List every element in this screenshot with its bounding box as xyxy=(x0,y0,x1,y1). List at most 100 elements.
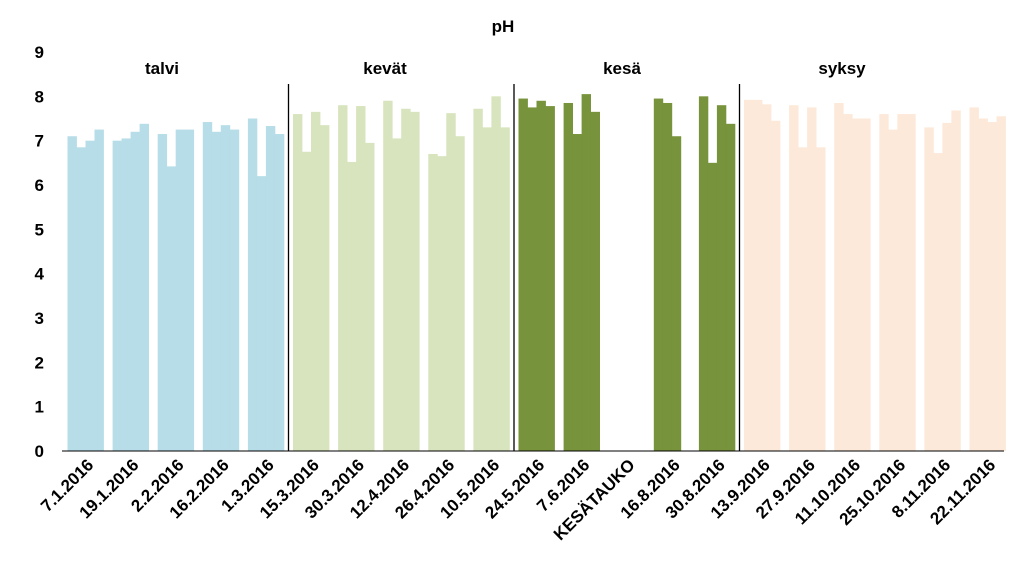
bar xyxy=(482,127,492,452)
bar xyxy=(725,123,736,451)
bar xyxy=(184,129,195,451)
bar xyxy=(410,111,420,451)
bar xyxy=(662,102,673,451)
bar xyxy=(446,113,456,452)
bar xyxy=(888,129,898,451)
bar xyxy=(293,114,303,451)
bar xyxy=(265,126,276,451)
bar xyxy=(707,162,718,451)
bar xyxy=(211,131,222,452)
bar xyxy=(428,153,438,451)
y-tick-label: 4 xyxy=(35,265,45,284)
bar xyxy=(320,125,330,452)
bar xyxy=(247,118,258,451)
season-label-kesa: kesä xyxy=(603,59,641,78)
bar xyxy=(969,107,979,452)
bar xyxy=(834,102,844,451)
bar xyxy=(698,96,709,451)
bar xyxy=(229,129,240,451)
bar xyxy=(536,100,546,452)
bar xyxy=(166,166,177,451)
bar xyxy=(942,122,952,452)
bar xyxy=(202,122,213,452)
bar xyxy=(987,122,997,452)
bar xyxy=(139,123,149,451)
bar xyxy=(527,107,537,452)
bar xyxy=(76,147,86,451)
bar xyxy=(789,105,799,451)
bar xyxy=(112,140,122,452)
bar xyxy=(861,118,871,451)
y-tick-label: 8 xyxy=(35,87,44,106)
bar xyxy=(347,161,357,451)
bar xyxy=(762,104,772,451)
bar xyxy=(220,125,231,452)
bar xyxy=(274,134,285,451)
bar xyxy=(933,153,943,451)
season-label-talvi: talvi xyxy=(145,59,179,78)
bar xyxy=(121,138,131,451)
bar xyxy=(157,134,168,451)
bar xyxy=(852,118,862,451)
y-tick-label: 5 xyxy=(35,220,44,239)
bar xyxy=(771,120,781,451)
bar xyxy=(473,108,483,451)
y-tick-label: 0 xyxy=(35,442,44,461)
bar xyxy=(401,108,411,451)
bar xyxy=(753,99,763,451)
y-tick-label: 6 xyxy=(35,176,44,195)
bar xyxy=(816,147,826,451)
bar xyxy=(924,127,934,452)
bar xyxy=(302,151,312,451)
y-tick-label: 9 xyxy=(35,43,44,62)
chart-title: pH xyxy=(492,17,515,36)
bar xyxy=(798,147,808,451)
y-tick-label: 7 xyxy=(35,132,44,151)
season-labels: talvi kevät kesä syksy xyxy=(145,59,866,78)
x-axis: 7.1.201619.1.20162.2.201616.2.20161.3.20… xyxy=(37,450,1004,544)
y-tick-label: 1 xyxy=(35,398,44,417)
bar xyxy=(455,136,465,452)
y-axis: 0 1 2 3 4 5 6 7 8 9 xyxy=(35,43,45,461)
bar xyxy=(671,136,682,452)
season-label-kevat: kevät xyxy=(363,59,407,78)
bar xyxy=(807,107,817,452)
bar xyxy=(392,138,402,451)
bar xyxy=(500,127,510,452)
bar xyxy=(356,106,366,451)
bar xyxy=(581,94,591,452)
y-tick-label: 2 xyxy=(35,353,44,372)
bar xyxy=(906,114,916,451)
bar xyxy=(572,134,582,451)
bar xyxy=(545,106,555,451)
season-label-syksy: syksy xyxy=(818,59,866,78)
bar xyxy=(653,98,664,452)
bar xyxy=(256,176,267,451)
bar xyxy=(590,111,600,451)
bar xyxy=(518,98,528,452)
bar xyxy=(744,99,754,451)
bar xyxy=(996,116,1006,451)
bar xyxy=(67,136,77,452)
bar xyxy=(85,140,95,452)
y-tick-label: 3 xyxy=(35,309,44,328)
bar xyxy=(437,156,447,451)
bar xyxy=(716,105,727,451)
bar xyxy=(130,131,140,452)
season-dividers xyxy=(287,84,741,451)
bar xyxy=(951,110,961,452)
bar xyxy=(94,129,104,451)
bar xyxy=(338,105,348,451)
bar xyxy=(175,129,186,451)
bar xyxy=(365,142,375,451)
bar xyxy=(897,114,907,451)
bar xyxy=(843,114,853,451)
bar xyxy=(383,100,393,452)
bar xyxy=(311,111,321,451)
bar xyxy=(491,96,501,451)
bars xyxy=(67,94,1006,452)
bar xyxy=(563,102,573,451)
bar xyxy=(879,114,889,451)
bar xyxy=(978,118,988,451)
